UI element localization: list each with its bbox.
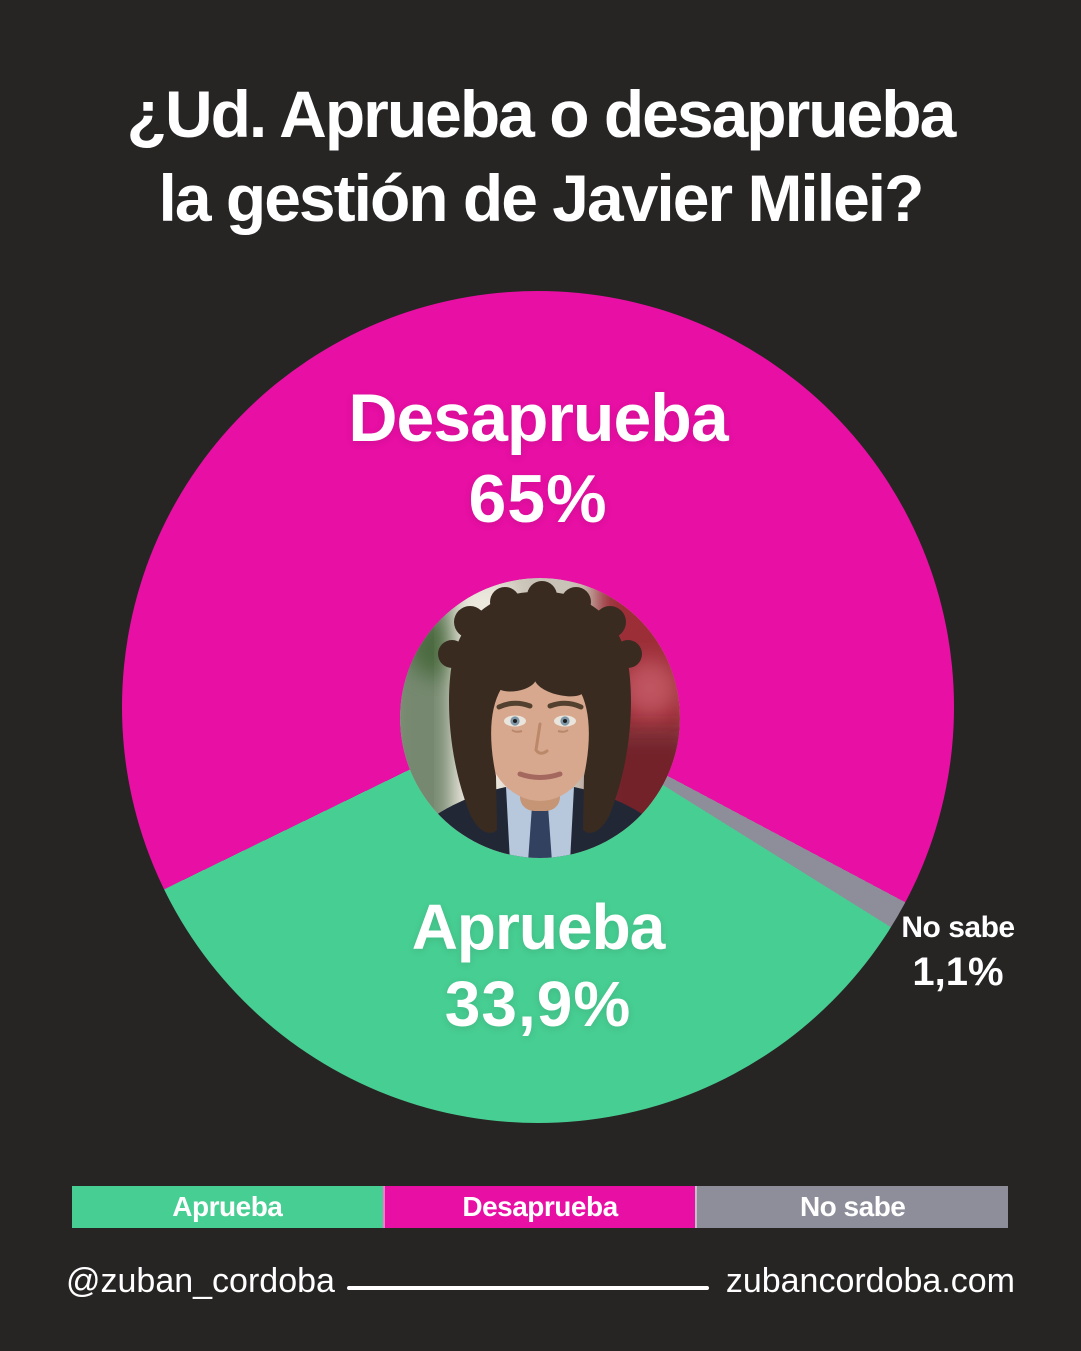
legend-item-nosabe: No sabe [695,1186,1009,1228]
slice-label-aprueba: Aprueba 33,9% [122,888,954,1042]
portrait-features [496,700,584,780]
desaprueba-name: Desaprueba [348,380,728,456]
nosabe-name: No sabe [901,911,1015,944]
nosabe-value: 1,1% [912,950,1004,994]
desaprueba-value: 65% [468,461,608,537]
portrait-hair [438,581,642,833]
legend-label-nosabe: No sabe [799,1191,906,1222]
title-line-2: la gestión de Javier Milei? [158,161,925,235]
slice-label-nosabe: No sabe 1,1% [878,908,1038,996]
title-line-1: ¿Ud. Aprueba o desaprueba [126,77,957,151]
legend-item-desaprueba: Desaprueba [382,1186,696,1228]
aprueba-value: 33,9% [444,968,632,1040]
legend-bar: Aprueba Desaprueba No sabe [72,1186,1009,1228]
milei-portrait-photo [400,578,680,858]
slice-label-desaprueba: Desaprueba 65% [122,376,954,538]
legend-item-aprueba: Aprueba [72,1186,383,1228]
legend-label-desaprueba: Desaprueba [462,1191,618,1222]
website-url: zubancordoba.com [725,1262,1015,1300]
social-handle: @zuban_cordoba [66,1262,335,1300]
legend-label-aprueba: Aprueba [172,1191,283,1222]
page-title: ¿Ud. Aprueba o desaprueba la gestión de … [0,72,1081,240]
footer-divider-line [347,1286,709,1290]
aprueba-name: Aprueba [411,891,666,963]
milei-portrait-svg [400,578,680,858]
